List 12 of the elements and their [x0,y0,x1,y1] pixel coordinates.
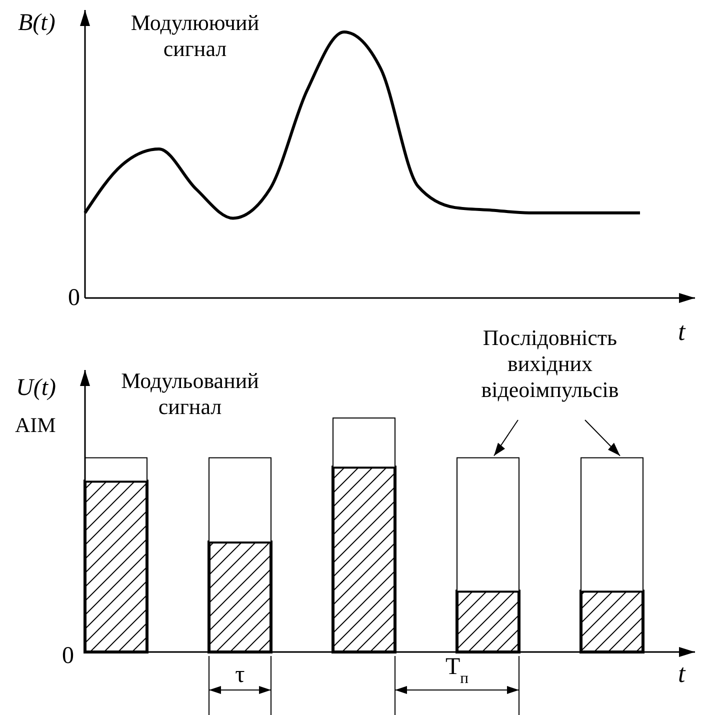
annotation: Модульований сигнал [121,368,260,419]
text: 0 [68,285,80,311]
annotation: Модулюючий сигнал [130,10,260,61]
text: 0 [62,643,74,669]
text: τ [235,662,246,688]
x-axis-title: t [678,317,686,346]
text: T$_{п}$ [445,654,469,686]
text: Послідовність вихідних відеоімпульсів [481,325,619,402]
x-axis-title: t [678,659,686,688]
y-axis-title: U(t) [16,375,56,401]
y-axis-title: B(t) [18,10,56,36]
text: AIM [15,413,56,437]
